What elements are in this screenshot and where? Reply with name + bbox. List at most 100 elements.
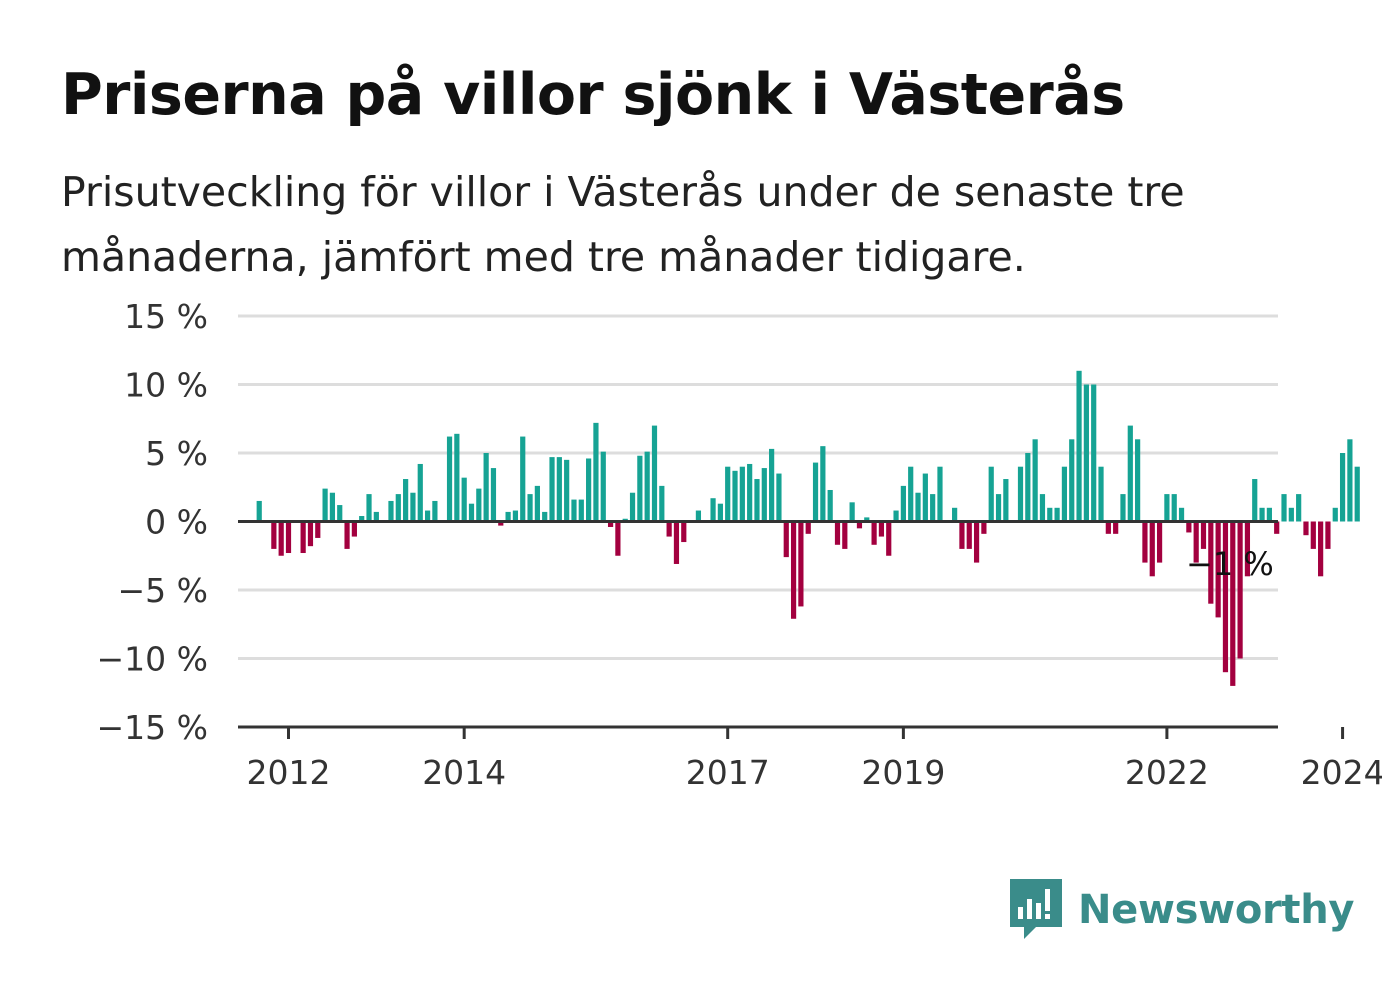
bar bbox=[307, 521, 314, 547]
bar bbox=[468, 503, 475, 522]
bar bbox=[1325, 521, 1331, 549]
bar bbox=[527, 494, 533, 522]
bar bbox=[1237, 521, 1243, 659]
bar bbox=[403, 479, 409, 522]
bar bbox=[1186, 521, 1192, 533]
bar bbox=[615, 521, 621, 556]
y-tick-label: −15 % bbox=[97, 708, 209, 747]
bar bbox=[805, 521, 811, 534]
bar bbox=[798, 521, 804, 607]
bar bbox=[1259, 507, 1265, 522]
grid-lines bbox=[238, 314, 1278, 660]
bar bbox=[1047, 507, 1053, 522]
bar bbox=[571, 499, 577, 522]
chart-title: Priserna på villor sjönk i Västerås bbox=[61, 62, 1125, 128]
bar bbox=[1281, 494, 1287, 522]
bar bbox=[1003, 479, 1009, 522]
bar bbox=[695, 510, 702, 522]
bar bbox=[476, 488, 482, 522]
bar bbox=[1061, 466, 1068, 522]
bar bbox=[586, 458, 592, 522]
bar bbox=[461, 477, 467, 522]
bar bbox=[271, 521, 277, 549]
bar bbox=[1208, 521, 1214, 604]
bar bbox=[747, 463, 753, 522]
bar bbox=[878, 521, 885, 537]
bar bbox=[1339, 453, 1346, 522]
bar bbox=[373, 511, 379, 522]
bar bbox=[1017, 466, 1024, 522]
bar bbox=[842, 521, 848, 549]
bar bbox=[483, 453, 489, 522]
bar bbox=[1069, 439, 1075, 522]
bar bbox=[1230, 521, 1236, 686]
bar bbox=[973, 521, 980, 563]
bar bbox=[856, 521, 863, 529]
bar bbox=[549, 457, 555, 522]
bar bbox=[344, 521, 350, 549]
bar bbox=[637, 455, 643, 522]
bar bbox=[1105, 521, 1111, 534]
bar bbox=[988, 466, 994, 522]
bar bbox=[395, 494, 401, 522]
bar bbox=[659, 485, 665, 522]
bar bbox=[1193, 521, 1199, 563]
bar bbox=[893, 510, 899, 522]
bar bbox=[1200, 521, 1207, 549]
bar bbox=[966, 521, 972, 549]
bar bbox=[1244, 521, 1251, 577]
bar bbox=[1178, 507, 1185, 522]
bar bbox=[578, 499, 584, 522]
bar bbox=[1127, 425, 1133, 522]
bar bbox=[930, 494, 936, 522]
bar bbox=[1135, 439, 1141, 522]
bar bbox=[732, 470, 738, 522]
bar bbox=[300, 521, 306, 554]
bar bbox=[256, 500, 262, 522]
bar bbox=[556, 457, 562, 522]
bar bbox=[900, 485, 906, 522]
bar bbox=[666, 521, 672, 537]
bar bbox=[937, 466, 943, 522]
bar bbox=[1222, 521, 1229, 673]
bar bbox=[505, 511, 511, 522]
bar bbox=[1296, 494, 1302, 522]
bar bbox=[717, 503, 723, 522]
bar bbox=[761, 468, 767, 522]
bar bbox=[1318, 521, 1324, 577]
bar bbox=[512, 510, 519, 522]
bar bbox=[542, 511, 548, 522]
y-tick-label: 5 % bbox=[145, 434, 208, 473]
bar bbox=[739, 466, 745, 522]
y-axis-labels: 15 % 10 % 5 % 0 % −5 % −10 % −15 % bbox=[97, 297, 209, 747]
bar bbox=[1354, 466, 1360, 522]
bar bbox=[564, 459, 570, 522]
bar bbox=[498, 521, 504, 526]
brand-name: Newsworthy bbox=[1078, 887, 1355, 933]
bar bbox=[864, 517, 870, 522]
bar bbox=[871, 521, 877, 545]
bar bbox=[285, 521, 292, 554]
bar bbox=[1252, 479, 1258, 522]
bar bbox=[1091, 384, 1097, 522]
bar bbox=[388, 500, 394, 522]
bar bbox=[776, 473, 782, 522]
bar bbox=[337, 505, 343, 522]
bar bbox=[534, 485, 540, 522]
bar bbox=[915, 492, 921, 522]
bar bbox=[490, 468, 497, 522]
bar bbox=[710, 498, 716, 522]
bar bbox=[607, 521, 614, 527]
bar bbox=[834, 521, 841, 545]
bar bbox=[1156, 521, 1163, 563]
y-tick-label: 0 % bbox=[145, 503, 208, 542]
bar bbox=[1347, 439, 1353, 522]
axes bbox=[238, 520, 1345, 739]
bar bbox=[1039, 494, 1046, 522]
bar bbox=[783, 521, 789, 558]
bar bbox=[908, 466, 914, 522]
y-tick-label: 10 % bbox=[124, 366, 208, 405]
bar bbox=[424, 510, 431, 522]
bar bbox=[1215, 521, 1221, 618]
bar bbox=[1266, 507, 1272, 522]
